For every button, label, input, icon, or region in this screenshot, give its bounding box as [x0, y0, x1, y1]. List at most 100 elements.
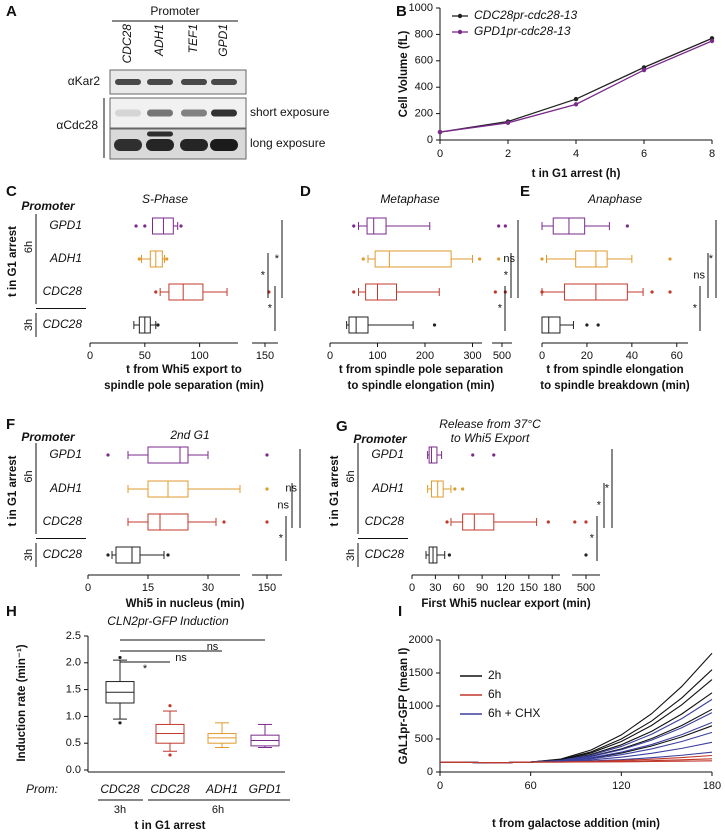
- x-axis-label: t from galactose addition (min): [492, 818, 660, 830]
- axis-title: t in G1 arrest: [7, 455, 19, 526]
- y-tick-label: 0.5: [66, 737, 81, 749]
- box: [115, 546, 141, 564]
- category-label: ADH1: [49, 251, 82, 265]
- outlier: [668, 290, 672, 294]
- outlier: [445, 520, 449, 524]
- outlier: [546, 520, 550, 524]
- box: [147, 513, 189, 531]
- outlier: [361, 257, 365, 261]
- outlier: [265, 453, 269, 457]
- band: [211, 109, 237, 117]
- band: [180, 139, 208, 151]
- category-label: GPD1: [49, 218, 82, 232]
- axis-title: t in G1 arrest: [7, 226, 19, 297]
- x-tick-label: 0: [85, 582, 91, 594]
- lane-label: ADH1: [152, 24, 166, 57]
- group-label: 3h: [345, 549, 357, 561]
- box: [575, 250, 608, 268]
- x-axis-label: t in G1 arrest: [135, 820, 206, 832]
- x-axis-label: t from Whi5 export to: [126, 364, 242, 376]
- header: Promoter: [21, 199, 76, 213]
- legend-label: 2h: [488, 668, 501, 682]
- x-tick-label: 0: [437, 780, 443, 792]
- significance-label: ns: [207, 641, 219, 653]
- x-axis-label: t from spindle elongation: [546, 364, 683, 376]
- significance-label: *: [261, 269, 266, 281]
- panel-title: CLN2pr-GFP Induction: [107, 614, 229, 628]
- panel-letter: E: [520, 183, 530, 200]
- x-axis-label: t in G1 arrest (h): [532, 168, 621, 180]
- y-tick-label: 0: [427, 134, 433, 146]
- box: [348, 316, 369, 334]
- x-tick-label: 120: [612, 780, 630, 792]
- panel-letter: I: [398, 603, 402, 620]
- trace: [439, 698, 713, 764]
- panel-letter: G: [336, 418, 348, 435]
- group-label: 3h: [23, 319, 35, 331]
- exposure-label: short exposure: [250, 105, 330, 119]
- panel-title: 2nd G1: [169, 428, 209, 442]
- box: [149, 250, 163, 268]
- legend-marker: [457, 29, 463, 35]
- x-tick-label: 6: [641, 148, 647, 160]
- outlier: [432, 323, 437, 327]
- x-axis-label: to spindle elongation (min): [348, 380, 495, 392]
- point: [709, 38, 715, 44]
- y-tick-label: 600: [415, 55, 433, 67]
- outlier: [143, 224, 147, 228]
- band: [181, 109, 207, 117]
- lane-label: GPD1: [216, 24, 230, 57]
- x-tick-label: 0: [87, 350, 93, 362]
- outlier: [179, 224, 183, 228]
- legend-label: 6h + CHX: [488, 706, 540, 720]
- panel-title: Anaphase: [587, 192, 642, 206]
- band: [115, 109, 141, 117]
- x-axis-label: First Whi5 nuclear export (min): [421, 598, 590, 610]
- significance-label: ns: [285, 482, 297, 494]
- outlier: [154, 290, 158, 294]
- y-tick-label: 2.0: [66, 657, 81, 669]
- x-tick-label: 0: [409, 582, 415, 594]
- panel-letter: A: [6, 3, 17, 20]
- y-tick-label: 0.0: [66, 764, 81, 776]
- point: [573, 96, 579, 102]
- outlier: [540, 257, 544, 261]
- group-label: 6h: [345, 470, 357, 482]
- box: [151, 217, 174, 235]
- legend-marker: [457, 13, 463, 19]
- trace: [439, 669, 713, 764]
- y-axis-label: Induction rate (min⁻¹): [16, 644, 28, 761]
- outlier: [118, 655, 122, 660]
- panel-title: Release from 37°C: [439, 417, 541, 431]
- x-tick-label: 0: [437, 148, 443, 160]
- group-label: 3h: [23, 549, 35, 561]
- x-tick-label: 60: [525, 780, 537, 792]
- box: [366, 217, 387, 235]
- significance-label: *: [590, 532, 595, 544]
- group-label: 6h: [212, 804, 224, 816]
- y-tick-label: 1.0: [66, 710, 81, 722]
- panel-letter: H: [6, 603, 17, 620]
- group-label: 3h: [114, 804, 126, 816]
- x-tick-label: 60: [453, 582, 465, 594]
- x-tick-label: 100: [190, 350, 208, 362]
- lane-label: TEF1: [186, 24, 200, 53]
- box: [428, 446, 438, 464]
- trace: [439, 692, 713, 764]
- outlier: [166, 553, 170, 557]
- outlier: [106, 453, 110, 457]
- outlier: [573, 520, 577, 524]
- box: [365, 283, 397, 301]
- significance-label: ns: [175, 652, 187, 664]
- panel-letter: C: [6, 183, 17, 200]
- x-tick-label: 180: [543, 582, 561, 594]
- y-axis-label: GAL1pr-GFP (mean I): [398, 647, 410, 764]
- y-tick-label: 1000: [409, 700, 433, 712]
- category-label: GPD1: [371, 447, 404, 461]
- outlier: [478, 257, 482, 261]
- x-tick-label: 0: [539, 350, 545, 362]
- x-tick-label: 180: [703, 780, 721, 792]
- category-label: CDC28: [150, 782, 190, 796]
- category-label: CDC28: [43, 547, 83, 561]
